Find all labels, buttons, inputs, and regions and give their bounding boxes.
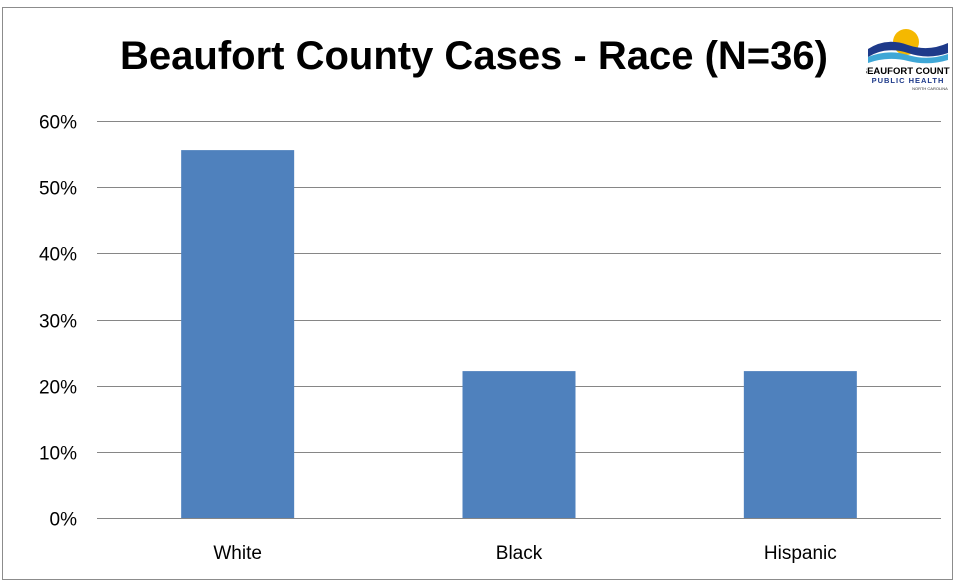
logo-text-line3: NORTH CAROLINA xyxy=(912,86,948,91)
y-tick-label: 40% xyxy=(39,245,77,266)
logo-text-line1: BEAUFORT COUNTY xyxy=(866,66,950,77)
y-tick-label: 50% xyxy=(39,179,77,200)
x-category-label: Hispanic xyxy=(764,543,837,564)
x-category-label: Black xyxy=(496,543,543,564)
y-tick-label: 20% xyxy=(39,378,77,399)
bar-white xyxy=(181,150,295,518)
bar-hispanic xyxy=(743,371,857,518)
y-tick-label: 0% xyxy=(50,510,78,531)
logo-wave-light xyxy=(868,52,948,64)
y-tick-label: 60% xyxy=(39,113,77,134)
bar-black xyxy=(462,371,576,518)
bars xyxy=(181,150,857,518)
logo-wave-dark xyxy=(868,41,948,57)
y-tick-label: 30% xyxy=(39,312,77,333)
y-axis-ticks: 0% 10% 20% 30% 40% 50% 60% xyxy=(39,113,77,531)
x-axis-categories: White Black Hispanic xyxy=(213,543,836,564)
y-tick-label: 10% xyxy=(39,444,77,465)
beaufort-county-public-health-logo: BEAUFORT COUNTY PUBLIC HEALTH NORTH CARO… xyxy=(866,29,950,91)
x-category-label: White xyxy=(213,543,262,564)
chart-title: Beaufort County Cases - Race (N=36) xyxy=(120,34,828,78)
logo-text-line2: PUBLIC HEALTH xyxy=(872,76,945,85)
